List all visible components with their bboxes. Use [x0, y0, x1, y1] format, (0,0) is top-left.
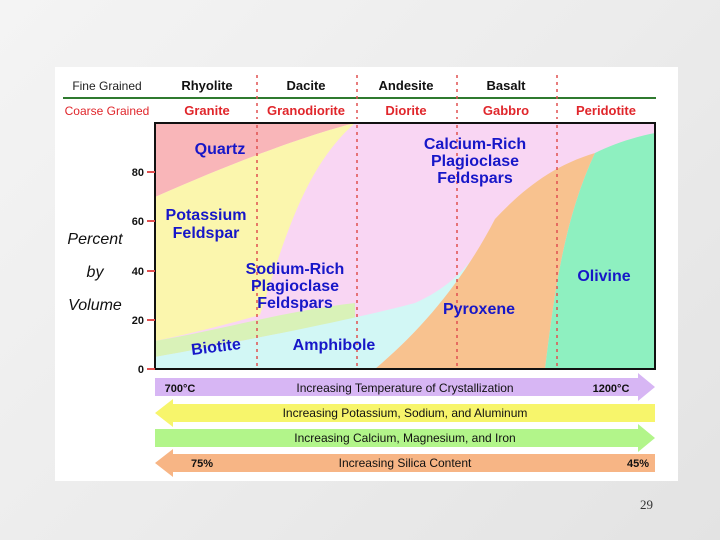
coarse-grained-label: Coarse Grained [65, 104, 150, 118]
olivine-field [545, 133, 655, 369]
y-tick-20: 20 [132, 315, 144, 327]
sodium-plagioclase-label-line1: Sodium-Rich [246, 261, 345, 278]
y-tick-0: 0 [138, 364, 144, 376]
rock-dacite: Dacite [286, 78, 325, 93]
bowen-diagram-panel: Fine Grained Rhyolite Dacite Andesite Ba… [55, 67, 678, 481]
mineral-labels: Quartz Potassium Feldspar Calcium-Rich P… [166, 136, 631, 359]
header-dividers [256, 75, 558, 119]
rock-gabbro: Gabbro [483, 103, 529, 118]
temperature-arrow [155, 373, 655, 401]
calcium-plagioclase-label-line1: Calcium-Rich [424, 136, 526, 153]
pyroxene-field [375, 153, 595, 369]
silica-arrow-label: Increasing Silica Content [339, 456, 472, 470]
potassium-arrow-label: Increasing Potassium, Sodium, and Alumin… [283, 406, 528, 420]
potassium-feldspar-field [155, 123, 355, 341]
calcium-plagioclase-label-line3: Feldspars [437, 170, 513, 187]
y-tick-80: 80 [132, 167, 144, 179]
fine-grained-label: Fine Grained [72, 79, 141, 93]
biotite-field [155, 303, 355, 357]
potassium-feldspar-label-line2: Feldspar [173, 225, 240, 242]
amphibole-field [155, 219, 495, 369]
temperature-arrow-label: Increasing Temperature of Crystallizatio… [296, 381, 513, 395]
calcium-arrow [155, 424, 655, 452]
plot-dividers [256, 125, 558, 367]
y-axis-label-line3: Volume [68, 297, 122, 314]
diagram-svg: Fine Grained Rhyolite Dacite Andesite Ba… [63, 75, 656, 477]
y-tick-40: 40 [132, 266, 144, 278]
y-axis-label-line2: by [87, 264, 105, 281]
rock-andesite: Andesite [379, 78, 434, 93]
biotite-label: Biotite [190, 336, 242, 359]
rock-basalt: Basalt [486, 78, 526, 93]
silica-right-value: 45% [627, 458, 649, 470]
quartz-field [155, 123, 355, 197]
y-tick-60: 60 [132, 216, 144, 228]
rock-rhyolite: Rhyolite [181, 78, 232, 93]
temperature-right-value: 1200°C [593, 383, 630, 395]
potassium-feldspar-label-line1: Potassium [166, 207, 247, 224]
rock-peridotite: Peridotite [576, 103, 636, 118]
sodium-plagioclase-label-line2: Plagioclase [251, 278, 339, 295]
potassium-arrow [155, 399, 655, 427]
silica-left-value: 75% [191, 458, 213, 470]
slide-number: 29 [640, 497, 653, 512]
quartz-label: Quartz [195, 141, 246, 158]
olivine-label: Olivine [577, 268, 630, 285]
rock-granodiorite: Granodiorite [267, 103, 345, 118]
silica-arrow [155, 449, 655, 477]
pyroxene-label: Pyroxene [443, 301, 515, 318]
plot-border [154, 122, 656, 370]
calcium-arrow-label: Increasing Calcium, Magnesium, and Iron [294, 431, 515, 445]
rock-granite: Granite [184, 103, 230, 118]
calcium-plagioclase-label-line2: Plagioclase [431, 153, 519, 170]
y-axis-label-line1: Percent [67, 231, 123, 248]
sodium-plagioclase-label-line3: Feldspars [257, 295, 333, 312]
temperature-left-value: 700°C [165, 383, 196, 395]
amphibole-label: Amphibole [293, 337, 376, 354]
rock-diorite: Diorite [385, 103, 426, 118]
y-axis-tick-marks [147, 171, 155, 370]
